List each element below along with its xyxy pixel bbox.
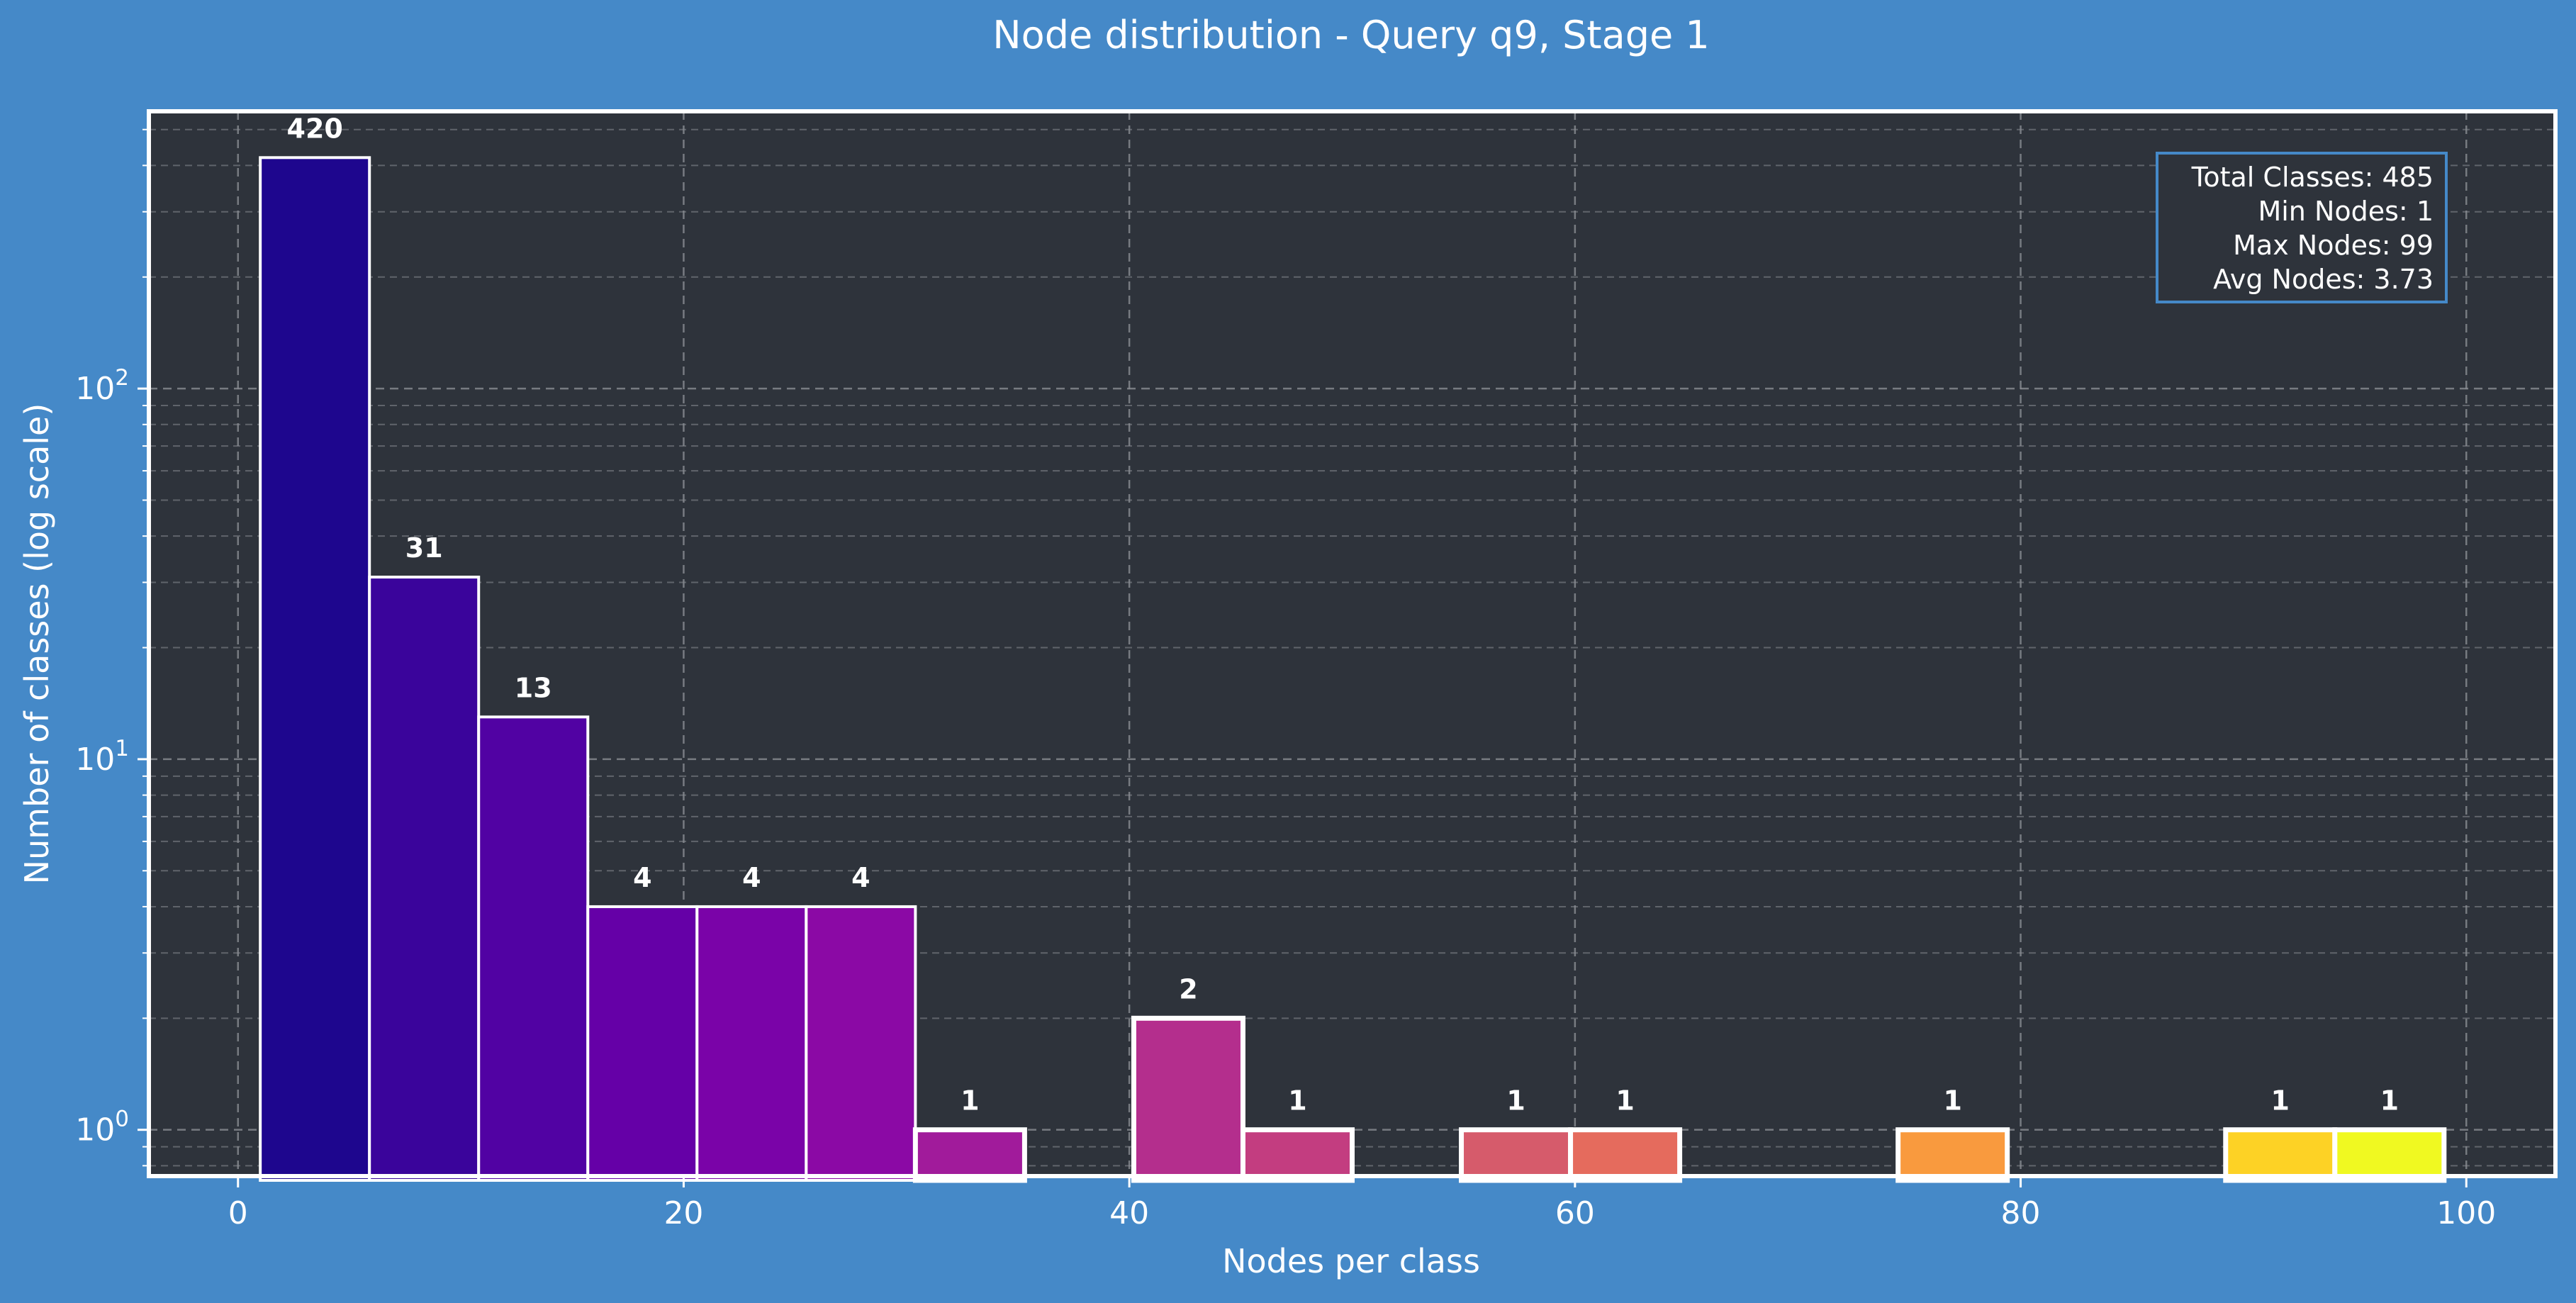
bar-value-label: 4 xyxy=(851,862,870,893)
x-tick-label: 20 xyxy=(663,1195,703,1231)
bar-value-label: 13 xyxy=(515,672,552,703)
bar-value-label: 1 xyxy=(1506,1085,1525,1117)
bar-value-label: 1 xyxy=(1288,1085,1306,1117)
y-axis-label: Number of classes (log scale) xyxy=(18,403,56,885)
bar-value-label: 1 xyxy=(2271,1085,2290,1117)
bar-value-label: 2 xyxy=(1179,973,1197,1005)
chart-title: Node distribution - Query q9, Stage 1 xyxy=(992,13,1709,57)
histogram-bar xyxy=(1131,1015,1245,1183)
y-tick-label: 101 xyxy=(75,736,129,778)
bar-value-labels: 420 31 13 4 4 4 1 2 1 1 1 1 1 1 xyxy=(287,113,2399,1116)
histogram-bar xyxy=(1895,1127,2010,1183)
bar-value-label: 420 xyxy=(287,113,343,144)
x-axis-ticks: 0 20 40 60 80 100 xyxy=(228,1176,2496,1231)
y-tick-exponent: 2 xyxy=(115,365,129,391)
stats-total-classes: Total Classes: 485 xyxy=(2191,162,2434,193)
stats-box-frame xyxy=(2156,152,2448,303)
x-tick-label: 0 xyxy=(228,1195,248,1231)
y-tick-exponent: 0 xyxy=(115,1107,129,1132)
histogram-bar xyxy=(259,156,371,1182)
bar-value-label: 1 xyxy=(2380,1085,2399,1117)
histogram-bar xyxy=(1240,1127,1355,1183)
bar-value-label: 31 xyxy=(405,532,443,564)
bar-value-label: 1 xyxy=(1615,1085,1634,1117)
histogram-bar xyxy=(368,576,481,1182)
y-tick-label: 100 xyxy=(75,1107,129,1148)
histogram-bars xyxy=(259,156,2447,1183)
histogram-bar xyxy=(2332,1127,2447,1183)
x-axis-label: Nodes per class xyxy=(1222,1242,1480,1280)
histogram-bar xyxy=(1459,1127,1574,1183)
histogram-bar xyxy=(586,905,699,1182)
stats-box: Total Classes: 485 Min Nodes: 1 Max Node… xyxy=(2156,152,2448,303)
x-tick-label: 60 xyxy=(1555,1195,1595,1231)
stats-max-nodes: Max Nodes: 99 xyxy=(2233,230,2434,261)
histogram-bar xyxy=(912,1127,1027,1183)
histogram-bar xyxy=(695,905,808,1182)
bar-value-label: 4 xyxy=(633,862,651,893)
y-tick-label: 102 xyxy=(75,365,129,407)
x-tick-label: 40 xyxy=(1109,1195,1149,1231)
x-tick-label: 80 xyxy=(2001,1195,2041,1231)
y-tick-base: 10 xyxy=(75,371,115,407)
x-tick-label: 100 xyxy=(2436,1195,2496,1231)
histogram-bar xyxy=(1568,1127,1683,1183)
bar-value-label: 1 xyxy=(961,1085,979,1117)
bar-value-label: 1 xyxy=(1943,1085,1961,1117)
histogram-bar xyxy=(805,905,917,1182)
y-tick-base: 10 xyxy=(75,742,115,778)
y-tick-exponent: 1 xyxy=(115,736,129,761)
histogram-bar xyxy=(2223,1127,2338,1183)
plot-frame xyxy=(147,109,2558,1178)
stats-avg-nodes: Avg Nodes: 3.73 xyxy=(2213,264,2434,295)
histogram-bar xyxy=(477,715,590,1182)
bar-value-label: 4 xyxy=(742,862,761,893)
y-tick-base: 10 xyxy=(75,1112,115,1148)
stats-min-nodes: Min Nodes: 1 xyxy=(2258,196,2434,227)
